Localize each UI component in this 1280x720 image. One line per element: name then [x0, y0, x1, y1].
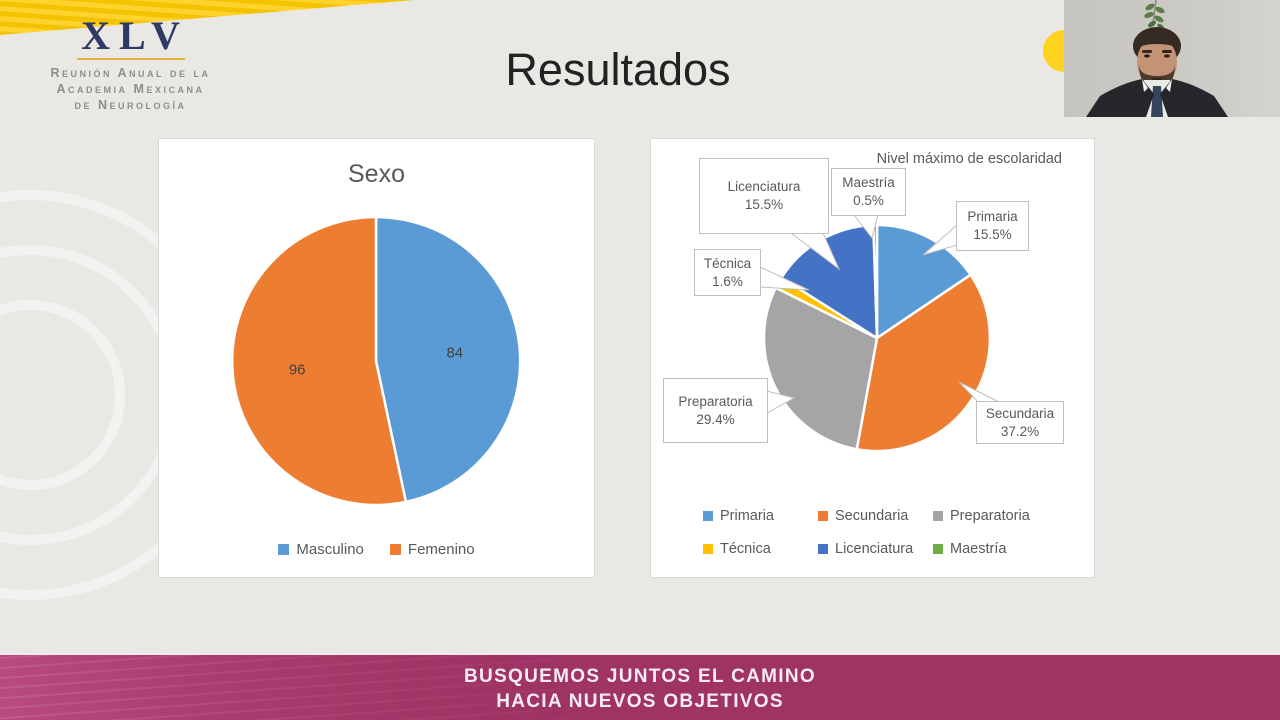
legend-label-maestria: Maestría — [950, 540, 1007, 557]
callout-category: Técnica — [703, 255, 752, 271]
callout-licenciatura: Licenciatura 15.5% — [699, 158, 829, 234]
legend-swatch-primaria — [703, 510, 713, 521]
legend-label-femenino: Femenino — [407, 541, 475, 558]
data-label-masculino: 84 — [446, 345, 463, 362]
callout-tecnica: Técnica 1.6% — [694, 249, 761, 296]
legend-item-femenino: Femenino — [389, 541, 475, 558]
footer-banner: BUSQUEMOS JUNTOS EL CAMINO HACIA NUEVOS … — [0, 653, 1280, 720]
legend-item-maestria: Maestría — [933, 541, 1048, 557]
legend-label-secundaria: Secundaria — [835, 507, 909, 524]
legend-item-licenciatura: Licenciatura — [818, 541, 933, 557]
logo-acronym: XLV — [81, 13, 189, 58]
callout-percent: 1.6% — [712, 273, 743, 289]
sexo-chart-panel: Sexo 84 96 Masculino Femenino — [158, 138, 595, 578]
legend-label-masculino: Masculino — [296, 541, 364, 558]
callout-percent: 0.5% — [853, 193, 884, 208]
sexo-pie-chart: 84 96 — [230, 215, 522, 507]
logo-line-3: de Neurología — [74, 98, 187, 112]
legend-swatch-masculino — [278, 544, 290, 555]
legend-label-primaria: Primaria — [720, 507, 774, 524]
callout-category: Secundaria — [985, 405, 1055, 421]
data-label-femenino: 96 — [289, 361, 306, 378]
escolaridad-chart-panel: Nivel máximo de escolaridad Primaria 15.5… — [650, 138, 1095, 578]
pie-slice-preparatoria — [762, 286, 879, 451]
presenter-figure — [1086, 27, 1228, 117]
legend-label-licenciatura: Licenciatura — [835, 540, 914, 557]
legend-item-primaria: Primaria — [703, 508, 818, 524]
legend-label-tecnica: Técnica — [720, 540, 771, 557]
conference-logo: XLV Reunión Anual de la Academia Mexican… — [28, 14, 233, 113]
banner-line-2: HACIA NUEVOS OBJETIVOS — [496, 691, 784, 712]
escolaridad-legend: Primaria Secundaria Preparatoria Técnica Lic… — [703, 499, 1048, 565]
escolaridad-pie-chart — [759, 214, 1002, 453]
callout-secundaria: Secundaria 37.2% — [976, 401, 1064, 444]
callout-primaria: Primaria 15.5% — [956, 201, 1029, 251]
callout-percent: 15.5% — [973, 227, 1012, 242]
callout-percent: 15.5% — [744, 197, 784, 212]
callout-category: Maestría — [842, 175, 895, 190]
legend-swatch-femenino — [389, 544, 401, 555]
pie-slice-masculino — [374, 215, 522, 504]
slide-title: Resultados — [505, 44, 731, 95]
legend-item-tecnica: Técnica — [703, 541, 818, 557]
sexo-chart-title: Sexo — [348, 160, 405, 188]
pie-slice-secundaria — [855, 273, 992, 453]
legend-label-preparatoria: Preparatoria — [950, 507, 1030, 524]
legend-swatch-licenciatura — [818, 543, 828, 554]
callout-category: Preparatoria — [678, 393, 753, 409]
logo-line-2: Academia Mexicana — [56, 82, 205, 96]
callout-maestria: Maestría 0.5% — [831, 168, 906, 216]
banner-line-1: BUSQUEMOS JUNTOS EL CAMINO — [464, 666, 816, 687]
plant-icon — [1144, 0, 1165, 31]
legend-swatch-maestria — [933, 543, 943, 554]
presenter-webcam-video — [1064, 0, 1280, 117]
sexo-legend: Masculino Femenino — [159, 541, 594, 558]
callout-percent: 37.2% — [1000, 423, 1040, 439]
legend-swatch-secundaria — [818, 510, 828, 521]
logo-gold-rule — [76, 58, 185, 60]
legend-swatch-tecnica — [703, 543, 713, 554]
pie-slice-primaria — [875, 223, 972, 340]
callout-category: Licenciatura — [727, 179, 801, 194]
pie-slice-femenino — [230, 215, 408, 507]
legend-item-masculino: Masculino — [278, 541, 364, 558]
legend-swatch-preparatoria — [933, 510, 943, 521]
legend-item-secundaria: Secundaria — [818, 508, 933, 524]
callout-category: Primaria — [967, 209, 1018, 224]
callout-preparatoria: Preparatoria 29.4% — [663, 378, 768, 443]
logo-line-1: Reunión Anual de la — [50, 66, 211, 80]
legend-item-preparatoria: Preparatoria — [933, 508, 1048, 524]
presenter-illustration — [1064, 0, 1280, 117]
callout-percent: 29.4% — [696, 411, 735, 427]
escolaridad-chart-title: Nivel máximo de escolaridad — [876, 151, 1062, 167]
